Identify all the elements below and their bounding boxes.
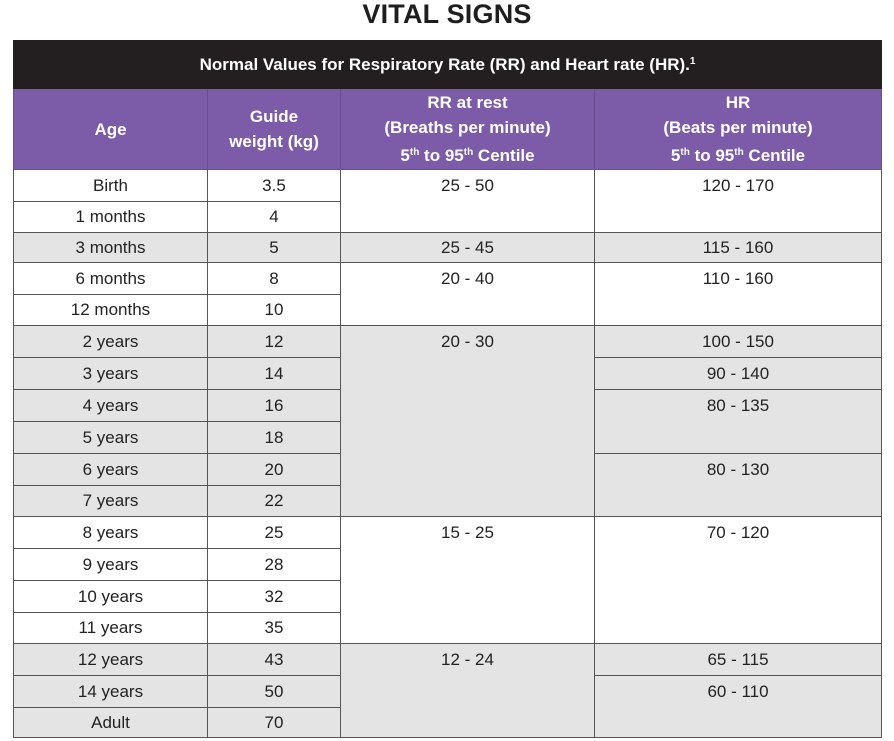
table-row: Birth 3.5 25 - 50 120 - 170 (13, 169, 883, 233)
hr-cell: 65 - 115 (593, 643, 883, 676)
rr-cell: 25 - 45 (340, 232, 595, 263)
weight-cell: 12 (207, 325, 341, 358)
banner-footnote: 1 (689, 55, 696, 67)
weight-cell: 20 (207, 453, 341, 486)
age-cell: 8 years (13, 516, 208, 549)
age-cell: 5 years (13, 421, 208, 454)
age-cell: 12 months (13, 294, 208, 326)
age-cell: 1 months (13, 201, 208, 233)
header-hr-centile: 5th to 95th Centile (670, 146, 806, 165)
weight-cell: 43 (207, 643, 341, 676)
table-row: 2 years 12 20 - 30 100 - 150 (13, 325, 883, 517)
table-row: 8 years 25 15 - 25 70 - 120 (13, 516, 883, 644)
rr-cell: 25 - 50 (340, 169, 595, 233)
banner-text: Normal Values for Respiratory Rate (RR) … (199, 54, 690, 74)
age-cell: Birth (13, 169, 208, 202)
age-cell: 6 years (13, 453, 208, 486)
page-title: VITAL SIGNS (362, 0, 532, 29)
hr-cell: 80 - 135 (593, 389, 883, 454)
age-cell: 3 years (13, 357, 208, 390)
rr-cell: 20 - 40 (340, 262, 595, 326)
weight-cell: 8 (207, 262, 341, 295)
age-cell: 10 years (13, 580, 208, 613)
weight-cell: 16 (207, 389, 341, 422)
hr-cell: 115 - 160 (593, 232, 883, 263)
weight-cell: 28 (207, 548, 341, 581)
header-weight: Guide weight (kg) (207, 88, 341, 170)
hr-cell: 100 - 150 (593, 325, 883, 358)
table-row: 4 years 16 80 - 135 (13, 389, 883, 454)
age-cell: 12 years (13, 643, 208, 676)
table-row: 12 years 43 12 - 24 65 - 115 (13, 643, 883, 738)
header-rr: RR at rest (Breaths per minute) 5th to 9… (340, 88, 595, 170)
age-cell: 2 years (13, 325, 208, 358)
weight-cell: 5 (207, 232, 341, 263)
weight-cell: 25 (207, 516, 341, 549)
weight-cell: 4 (207, 201, 341, 233)
table-banner: Normal Values for Respiratory Rate (RR) … (12, 40, 883, 89)
weight-cell: 35 (207, 612, 341, 644)
weight-cell: 18 (207, 421, 341, 454)
weight-cell: 50 (207, 675, 341, 708)
age-cell: 9 years (13, 548, 208, 581)
age-cell: 6 months (13, 262, 208, 295)
hr-cell: 90 - 140 (593, 357, 883, 390)
header-hr: HR (Beats per minute) 5th to 95th Centil… (593, 88, 883, 170)
age-cell: Adult (13, 707, 208, 738)
rr-cell: 15 - 25 (340, 516, 595, 644)
weight-cell: 10 (207, 294, 341, 326)
rr-cell: 12 - 24 (340, 643, 595, 738)
weight-cell: 3.5 (207, 169, 341, 202)
table-row: 3 months 5 25 - 45 115 - 160 (13, 232, 883, 263)
weight-cell: 14 (207, 357, 341, 390)
hr-cell: 110 - 160 (593, 262, 883, 326)
age-cell: 14 years (13, 675, 208, 708)
hr-cell: 120 - 170 (593, 169, 883, 233)
weight-cell: 22 (207, 485, 341, 517)
age-cell: 3 months (13, 232, 208, 263)
rr-cell: 20 - 30 (340, 325, 595, 517)
hr-cell: 60 - 110 (593, 675, 883, 738)
hr-cell: 70 - 120 (593, 516, 883, 644)
age-cell: 4 years (13, 389, 208, 422)
vital-signs-table: Normal Values for Respiratory Rate (RR) … (12, 40, 883, 738)
weight-cell: 70 (207, 707, 341, 738)
table-row: 6 months 8 20 - 40 110 - 160 (13, 262, 883, 326)
weight-cell: 32 (207, 580, 341, 613)
age-cell: 11 years (13, 612, 208, 644)
header-age: Age (13, 88, 208, 170)
hr-cell: 80 - 130 (593, 453, 883, 517)
age-cell: 7 years (13, 485, 208, 517)
header-rr-centile: 5th to 95th Centile (400, 146, 535, 165)
